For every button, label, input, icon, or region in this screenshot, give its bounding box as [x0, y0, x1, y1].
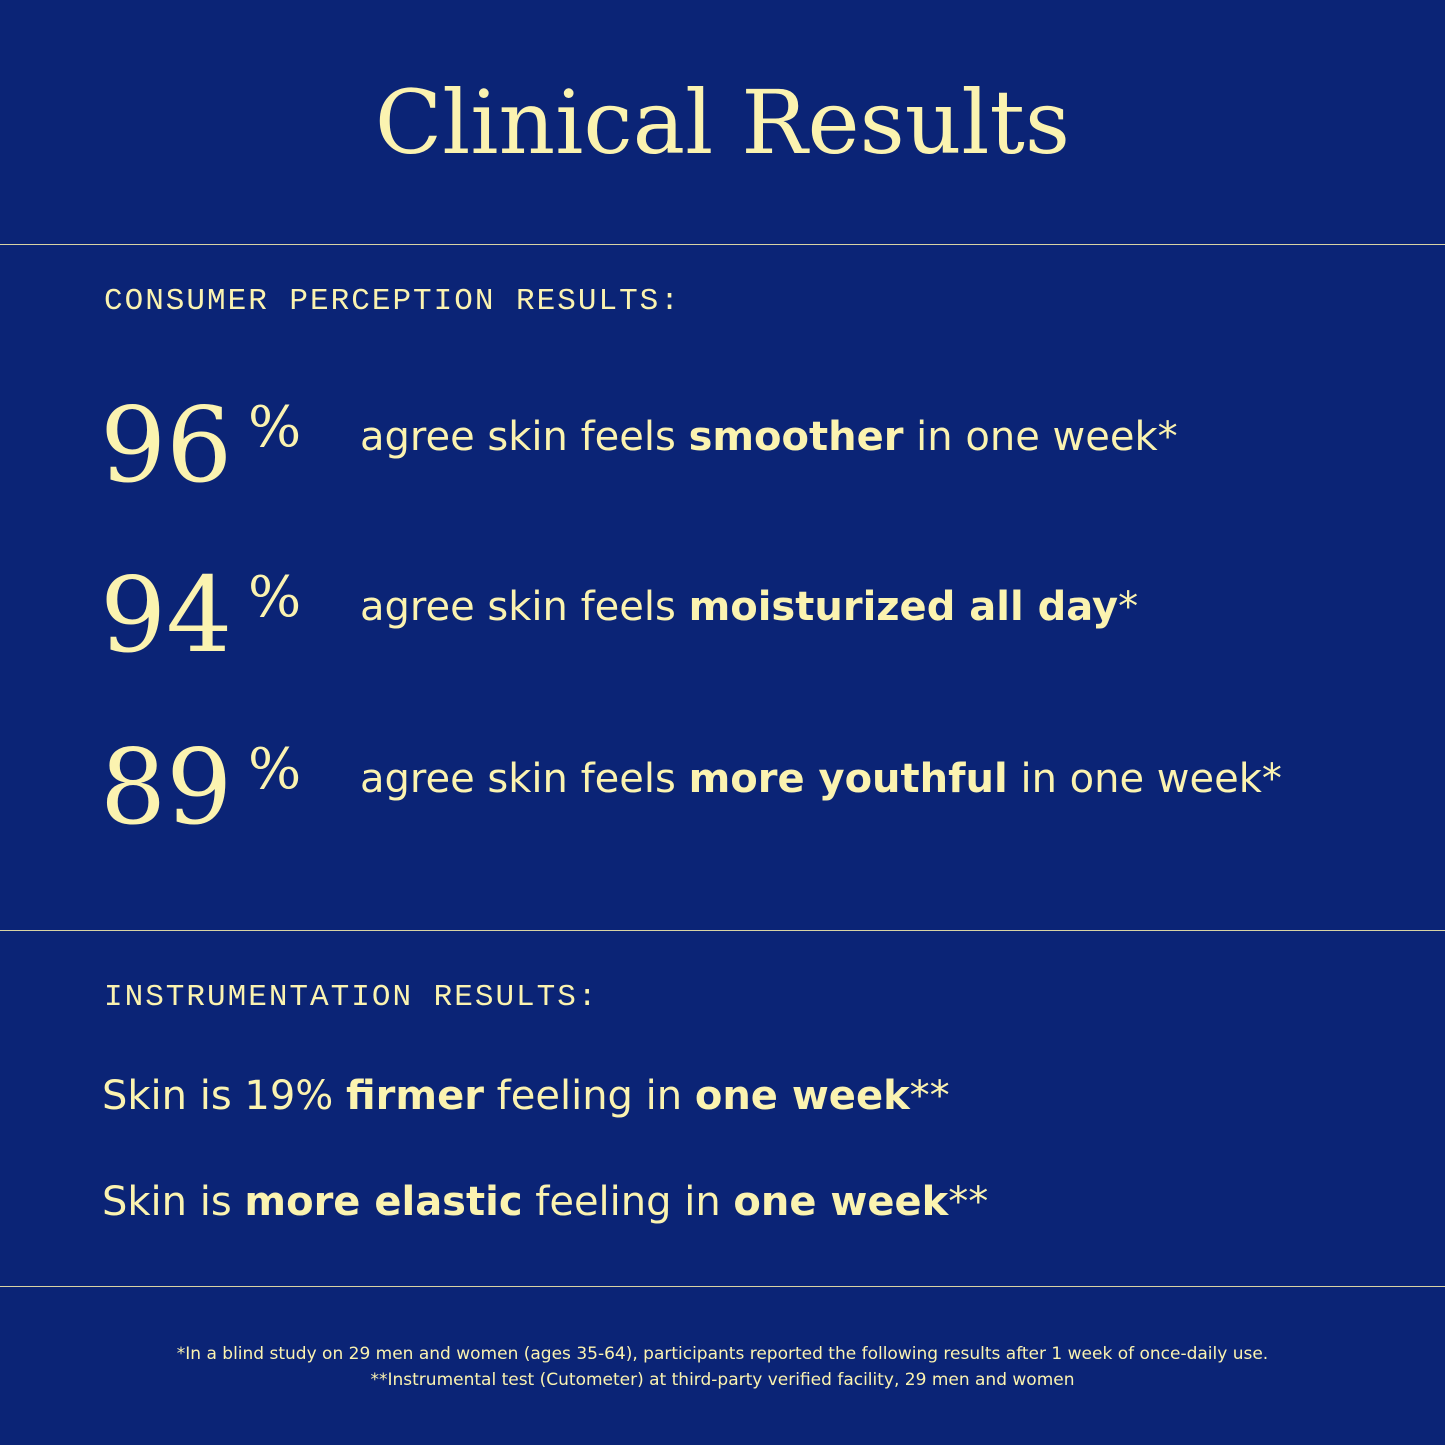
stat-text: agree skin feels smoother in one week*: [360, 407, 1178, 467]
stat-row: 89% agree skin feels more youthful in one…: [100, 727, 1430, 847]
bold-text: more youthful: [688, 756, 1008, 802]
text: agree skin feels: [360, 756, 689, 802]
text: feeling in: [522, 1179, 734, 1225]
text: in one week*: [903, 414, 1178, 460]
bold-text: moisturized all day: [688, 584, 1119, 630]
bold-text: more elastic: [244, 1179, 523, 1225]
footnote: *In a blind study on 29 men and women (a…: [176, 1344, 1269, 1364]
divider: [0, 930, 1445, 931]
stat-number: 94: [100, 554, 233, 676]
text: Skin is 19%: [102, 1073, 347, 1119]
text: feeling in: [483, 1073, 695, 1119]
bold-text: firmer: [346, 1073, 484, 1119]
text: agree skin feels: [360, 414, 689, 460]
stat-unit: %: [248, 395, 302, 460]
bold-text: one week: [694, 1073, 910, 1119]
text: *: [1118, 584, 1139, 630]
stat-number: 89: [100, 726, 233, 848]
text: **: [909, 1073, 950, 1119]
divider: [0, 244, 1445, 245]
section-label: CONSUMER PERCEPTION RESULTS:: [104, 284, 681, 319]
footnote: **Instrumental test (Cutometer) at third…: [370, 1370, 1075, 1390]
section-label: INSTRUMENTATION RESULTS:: [104, 980, 599, 1015]
title: Clinical Results: [374, 71, 1071, 174]
text: **: [948, 1179, 989, 1225]
bold-text: smoother: [688, 414, 904, 460]
text: agree skin feels: [360, 584, 689, 630]
instrument-line: Skin is more elastic feeling in one week…: [102, 1172, 988, 1232]
stat-text: agree skin feels moisturized all day*: [360, 577, 1138, 637]
instrument-line: Skin is 19% firmer feeling in one week**: [102, 1066, 950, 1126]
stat-row: 96% agree skin feels smoother in one week…: [100, 385, 1430, 505]
text: in one week*: [1007, 756, 1282, 802]
text: Skin is: [102, 1179, 245, 1225]
divider: [0, 1286, 1445, 1287]
stat-unit: %: [248, 565, 302, 630]
stat-unit: %: [248, 737, 302, 802]
stat-text: agree skin feels more youthful in one we…: [360, 749, 1282, 809]
bold-text: one week: [733, 1179, 949, 1225]
stat-number: 96: [100, 384, 233, 506]
stat-row: 94% agree skin feels moisturized all day*: [100, 555, 1430, 675]
